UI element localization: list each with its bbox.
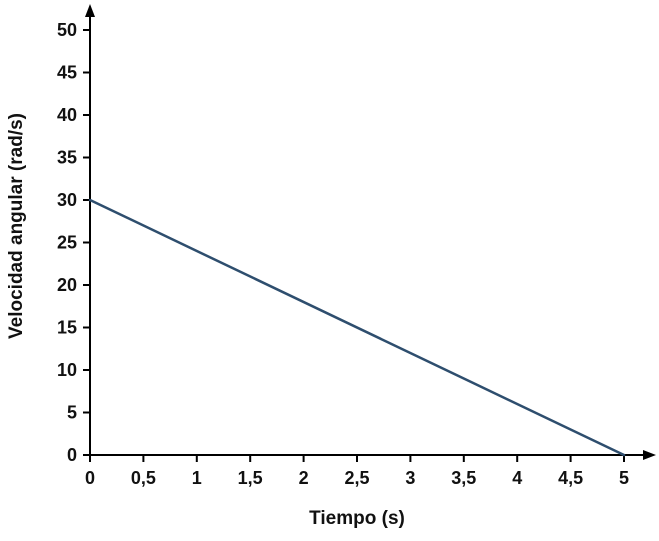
y-tick-label: 10	[57, 360, 77, 380]
y-tick-label: 0	[67, 445, 77, 465]
x-axis-title: Tiempo (s)	[309, 508, 405, 529]
x-tick-label: 1,5	[238, 468, 263, 488]
x-tick-label: 2,5	[344, 468, 369, 488]
y-tick-label: 50	[57, 20, 77, 40]
x-tick-label: 4	[512, 468, 522, 488]
x-tick-label: 0	[85, 468, 95, 488]
x-tick-label: 2	[299, 468, 309, 488]
x-tick-label: 1	[192, 468, 202, 488]
y-tick-label: 20	[57, 275, 77, 295]
y-tick-label: 35	[57, 148, 77, 168]
y-tick-label: 30	[57, 190, 77, 210]
y-axis-title: Velocidad angular (rad/s)	[6, 113, 27, 339]
y-tick-label: 40	[57, 105, 77, 125]
x-tick-label: 0,5	[131, 468, 156, 488]
y-axis-arrow-icon	[85, 4, 95, 17]
x-axis-arrow-icon	[643, 450, 656, 460]
y-tick-label: 45	[57, 63, 77, 83]
y-tick-label: 15	[57, 318, 77, 338]
x-tick-label: 3	[405, 468, 415, 488]
x-tick-label: 4,5	[558, 468, 583, 488]
angular-velocity-line	[88, 198, 626, 457]
y-tick-label: 25	[57, 233, 77, 253]
y-tick-label: 5	[67, 403, 77, 423]
x-tick-label: 3,5	[451, 468, 476, 488]
x-tick-label: 5	[619, 468, 629, 488]
